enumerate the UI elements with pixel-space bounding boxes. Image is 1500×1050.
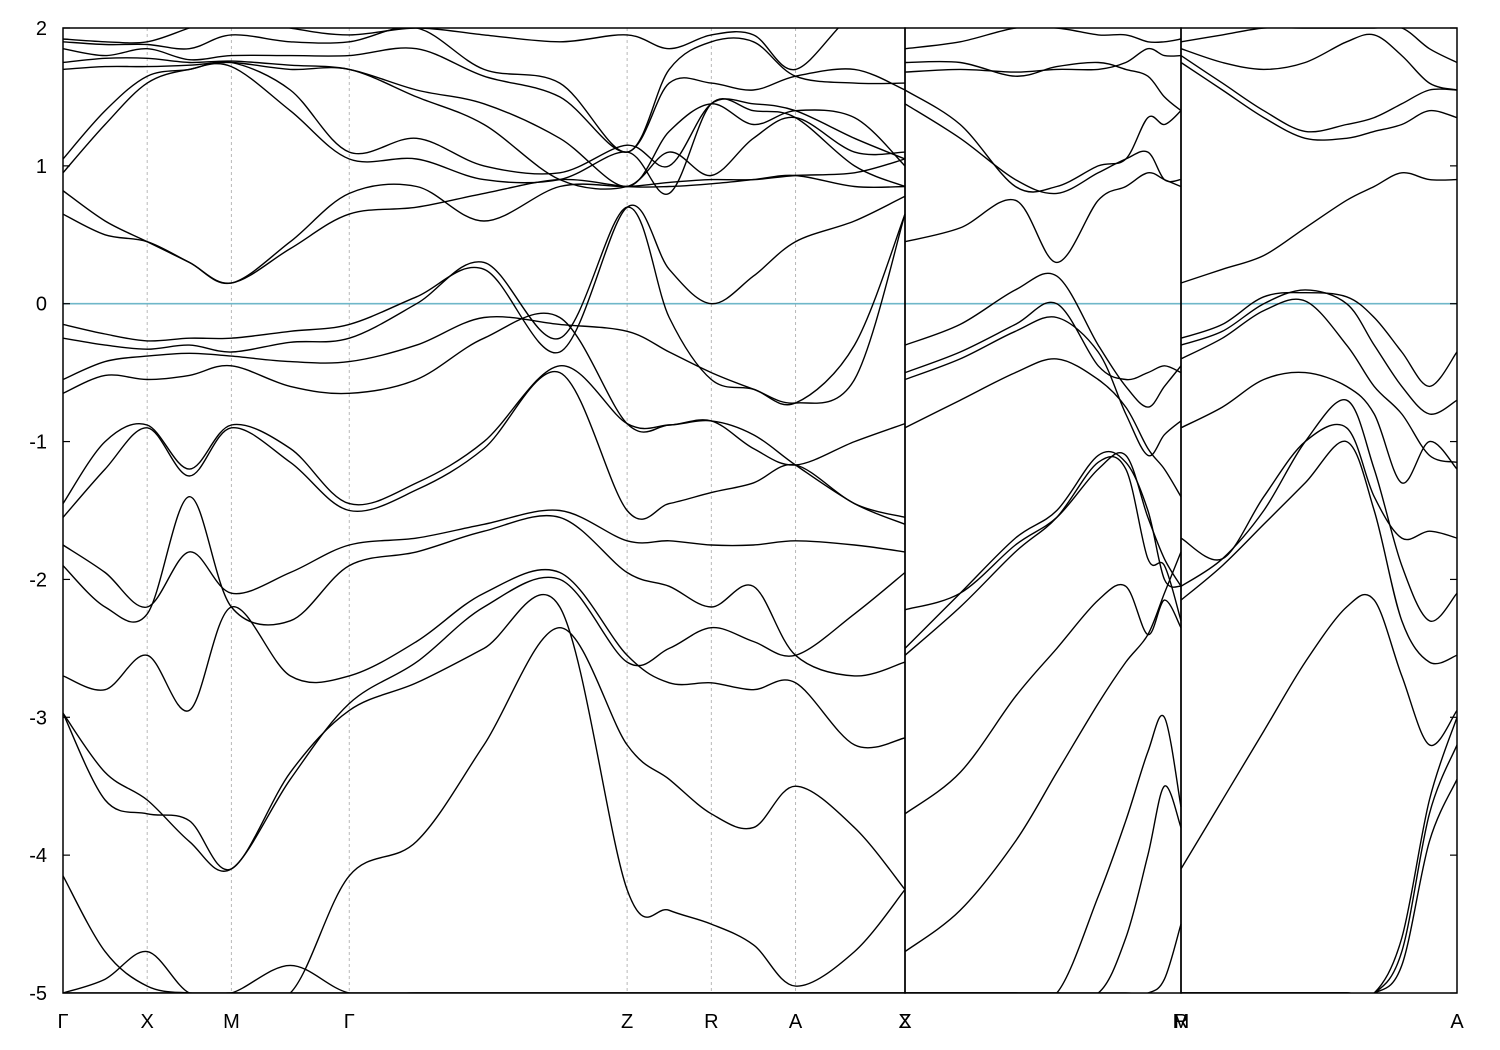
x-tick-label: Z	[621, 1011, 633, 1033]
x-tick-label: Z	[899, 1011, 911, 1033]
band-line	[1180, 172, 1457, 284]
y-tick-label: -1	[29, 432, 47, 454]
band-line	[1180, 744, 1457, 993]
x-tick-label: X	[141, 1011, 154, 1033]
y-tick-label: -4	[29, 845, 47, 867]
band-line	[63, 213, 906, 404]
band-line	[1180, 440, 1457, 665]
band-line	[63, 47, 906, 153]
band-line	[904, 714, 1182, 993]
bands-layer	[63, 28, 1457, 993]
band-line	[904, 171, 1182, 264]
band-line	[904, 358, 1182, 498]
band-line	[63, 61, 906, 190]
x-tick-label: Γ	[57, 1011, 68, 1033]
y-tick-label: 0	[36, 294, 47, 316]
band-line	[63, 206, 906, 406]
band-line	[1180, 291, 1457, 388]
x-tick-label: M	[223, 1011, 240, 1033]
band-line	[1180, 28, 1457, 64]
y-axis-ticks: -5 -4 -3 -2 -1 0 1 2	[29, 18, 1457, 1005]
band-line	[63, 593, 906, 987]
band-line	[904, 89, 1182, 193]
x-tick-label: X	[898, 1011, 911, 1033]
band-line	[63, 28, 906, 153]
y-tick-label: 2	[36, 18, 47, 40]
y-tick-label: -2	[29, 569, 47, 591]
band-line	[1180, 717, 1457, 993]
band-line	[904, 450, 1182, 649]
band-line	[1180, 61, 1457, 141]
band-line	[63, 509, 906, 608]
band-line	[904, 455, 1182, 656]
band-line	[904, 583, 1182, 815]
band-line	[63, 370, 906, 520]
band-line	[63, 875, 905, 993]
y-tick-label: -5	[29, 983, 47, 1005]
band-line	[904, 316, 1182, 457]
band-line	[904, 923, 1182, 993]
band-line	[904, 451, 1182, 611]
band-line	[904, 785, 1182, 993]
band-line	[1180, 289, 1457, 415]
panel-frame	[1180, 27, 1458, 994]
band-line	[63, 627, 906, 993]
band-line	[63, 950, 905, 993]
frame-layer	[62, 27, 1458, 994]
x-axis-ticks: Γ X M Γ Z R A ZX RM A	[57, 1011, 1464, 1033]
band-line	[1180, 593, 1457, 870]
band-line	[1180, 371, 1457, 484]
x-tick-label: R	[704, 1011, 718, 1033]
x-tick-label: R	[1174, 1011, 1188, 1033]
band-line	[904, 551, 1182, 953]
x-tick-label: A	[1450, 1011, 1464, 1033]
y-tick-label: -3	[29, 707, 47, 729]
band-line	[1180, 399, 1457, 622]
band-line	[63, 57, 906, 188]
band-line	[63, 568, 906, 749]
band-line	[63, 495, 906, 677]
band-line	[63, 571, 906, 872]
band-line	[904, 301, 1182, 381]
band-line	[63, 195, 906, 354]
x-tick-label: M	[1173, 1011, 1190, 1033]
band-line	[63, 28, 840, 71]
x-tick-label: Γ	[344, 1011, 355, 1033]
band-line	[63, 312, 906, 466]
band-line	[1180, 55, 1457, 133]
y-tick-label: 1	[36, 156, 47, 178]
band-line	[904, 60, 1182, 112]
x-tick-label: A	[789, 1011, 803, 1033]
band-line	[904, 272, 1182, 408]
band-line	[63, 158, 906, 285]
band-line	[1180, 423, 1457, 561]
band-line	[904, 103, 1182, 195]
band-line	[63, 60, 906, 175]
band-line	[1180, 33, 1457, 91]
band-line	[1180, 779, 1457, 993]
band-line	[63, 365, 906, 525]
band-line	[1180, 298, 1457, 463]
band-line	[904, 47, 1182, 73]
band-line	[904, 28, 1182, 50]
